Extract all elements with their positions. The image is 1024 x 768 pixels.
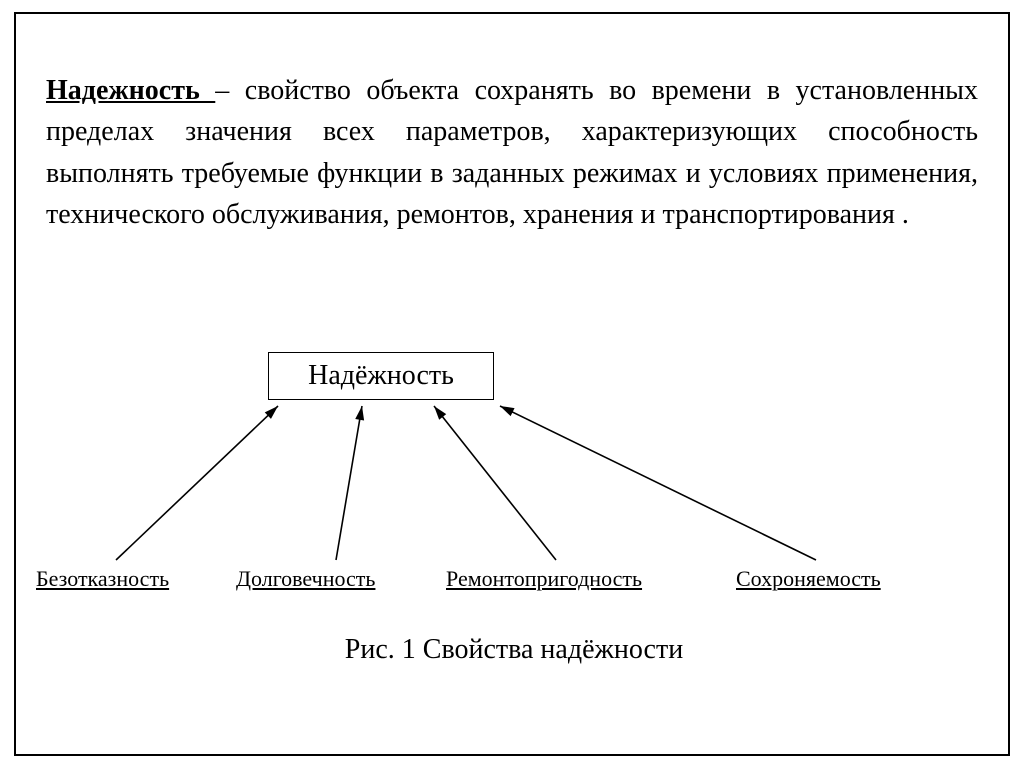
diagram-root-label: Надёжность	[308, 360, 454, 392]
diagram-child-1: Долговечность	[236, 566, 375, 592]
diagram-children-row: Безотказность Долговечность Ремонтоприго…	[36, 566, 996, 596]
diagram-child-3: Сохроняемость	[736, 566, 881, 592]
content-frame: Надежность – свойство объекта сохранять …	[14, 12, 1010, 756]
diagram-child-0: Безотказность	[36, 566, 169, 592]
figure-caption: Рис. 1 Свойства надёжности	[16, 634, 1012, 666]
definition-term: Надежность	[46, 75, 215, 106]
diagram-root-box: Надёжность	[268, 352, 494, 400]
diagram-child-2: Ремонтопригодность	[446, 566, 642, 592]
page: Надежность – свойство объекта сохранять …	[0, 0, 1024, 768]
definition-paragraph: Надежность – свойство объекта сохранять …	[46, 70, 978, 236]
